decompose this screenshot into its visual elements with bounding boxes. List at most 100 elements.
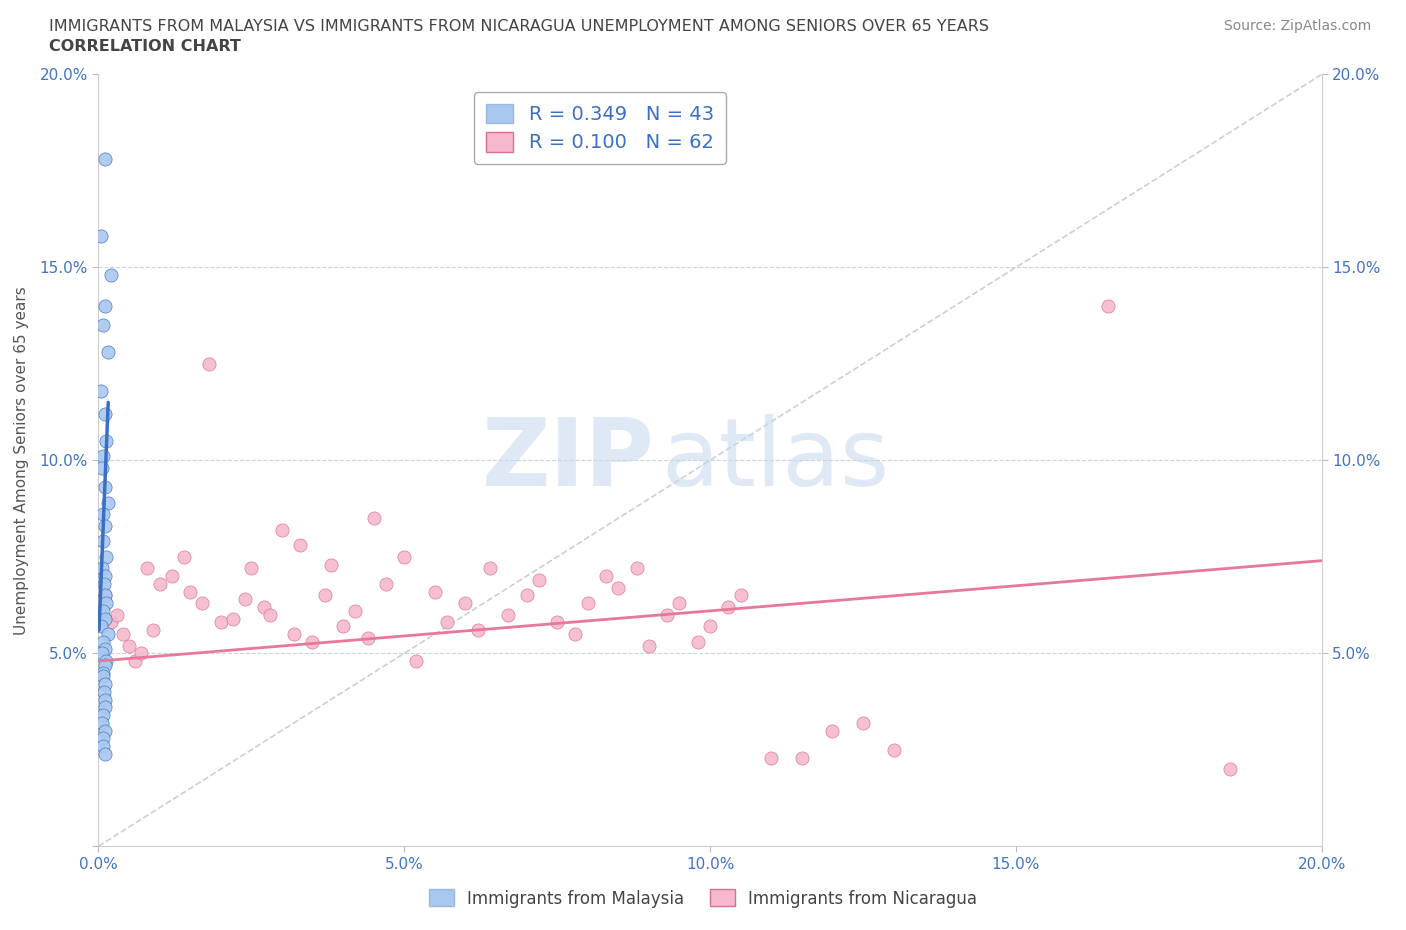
Point xyxy=(142,623,165,638)
Point xyxy=(91,460,114,475)
Point xyxy=(93,568,115,584)
Point xyxy=(94,692,117,707)
Point xyxy=(94,433,117,448)
Point xyxy=(93,642,115,657)
Point xyxy=(91,731,114,746)
Point xyxy=(546,615,568,630)
Point xyxy=(197,356,219,371)
Point xyxy=(129,646,152,661)
Point xyxy=(283,627,305,642)
Point xyxy=(454,596,477,611)
Point xyxy=(344,604,367,618)
Point xyxy=(790,751,813,765)
Point xyxy=(883,742,905,757)
Point xyxy=(564,627,586,642)
Point xyxy=(252,600,274,615)
Point xyxy=(1219,762,1241,777)
Point xyxy=(717,600,740,615)
Point xyxy=(657,607,679,622)
Point xyxy=(91,449,114,464)
Point xyxy=(91,738,114,753)
Point xyxy=(93,480,115,495)
Point xyxy=(222,611,245,626)
Point xyxy=(290,538,312,552)
Point xyxy=(93,724,115,738)
Point xyxy=(111,627,134,642)
Point xyxy=(637,638,661,653)
Point xyxy=(91,318,114,333)
Point xyxy=(270,523,292,538)
Point xyxy=(90,618,112,633)
Point xyxy=(392,550,416,565)
Point xyxy=(93,611,115,626)
Point xyxy=(93,746,115,761)
Point xyxy=(160,568,183,584)
Point xyxy=(527,573,550,588)
Point xyxy=(332,618,354,633)
Point xyxy=(91,715,114,730)
Point xyxy=(90,383,112,398)
Point xyxy=(105,607,128,622)
Point xyxy=(259,607,281,622)
Point xyxy=(240,561,263,576)
Point xyxy=(149,577,172,591)
Point xyxy=(97,627,120,642)
Point xyxy=(686,634,709,649)
Point xyxy=(363,511,385,525)
Point xyxy=(91,665,114,680)
Point xyxy=(97,345,120,360)
Point xyxy=(93,700,115,715)
Legend: R = 0.349   N = 43, R = 0.100   N = 62: R = 0.349 N = 43, R = 0.100 N = 62 xyxy=(474,92,725,164)
Point xyxy=(607,580,630,595)
Point xyxy=(730,588,752,603)
Point xyxy=(93,684,115,699)
Point xyxy=(576,596,599,611)
Y-axis label: Unemployment Among Seniors over 65 years: Unemployment Among Seniors over 65 years xyxy=(14,286,28,634)
Point xyxy=(91,507,114,522)
Point xyxy=(90,229,112,244)
Point xyxy=(516,588,538,603)
Text: Source: ZipAtlas.com: Source: ZipAtlas.com xyxy=(1223,19,1371,33)
Point xyxy=(93,588,115,603)
Point xyxy=(478,561,501,576)
Point xyxy=(1097,299,1119,313)
Point xyxy=(852,715,875,730)
Point xyxy=(668,596,690,611)
Point xyxy=(595,568,617,584)
Point xyxy=(94,550,117,565)
Point xyxy=(91,669,114,684)
Point xyxy=(423,584,446,599)
Point xyxy=(179,584,201,599)
Point xyxy=(496,607,519,622)
Point xyxy=(91,708,114,723)
Point xyxy=(821,724,844,738)
Point xyxy=(97,496,120,511)
Point xyxy=(467,623,489,638)
Point xyxy=(759,751,782,765)
Point xyxy=(96,596,118,611)
Text: ZIP: ZIP xyxy=(482,415,655,506)
Point xyxy=(91,646,114,661)
Point xyxy=(91,634,114,649)
Point xyxy=(173,550,195,565)
Point xyxy=(93,588,115,603)
Point xyxy=(356,631,378,645)
Text: atlas: atlas xyxy=(661,415,890,506)
Point xyxy=(191,596,214,611)
Point xyxy=(699,618,721,633)
Point xyxy=(374,577,396,591)
Point xyxy=(436,615,458,630)
Point xyxy=(93,658,115,672)
Text: IMMIGRANTS FROM MALAYSIA VS IMMIGRANTS FROM NICARAGUA UNEMPLOYMENT AMONG SENIORS: IMMIGRANTS FROM MALAYSIA VS IMMIGRANTS F… xyxy=(49,19,990,33)
Text: CORRELATION CHART: CORRELATION CHART xyxy=(49,39,240,54)
Point xyxy=(91,534,114,549)
Point xyxy=(93,519,115,534)
Point xyxy=(314,588,336,603)
Point xyxy=(118,638,141,653)
Point xyxy=(405,654,427,669)
Point xyxy=(209,615,232,630)
Point xyxy=(100,268,122,283)
Point xyxy=(301,634,323,649)
Point xyxy=(93,577,115,591)
Point xyxy=(91,604,114,618)
